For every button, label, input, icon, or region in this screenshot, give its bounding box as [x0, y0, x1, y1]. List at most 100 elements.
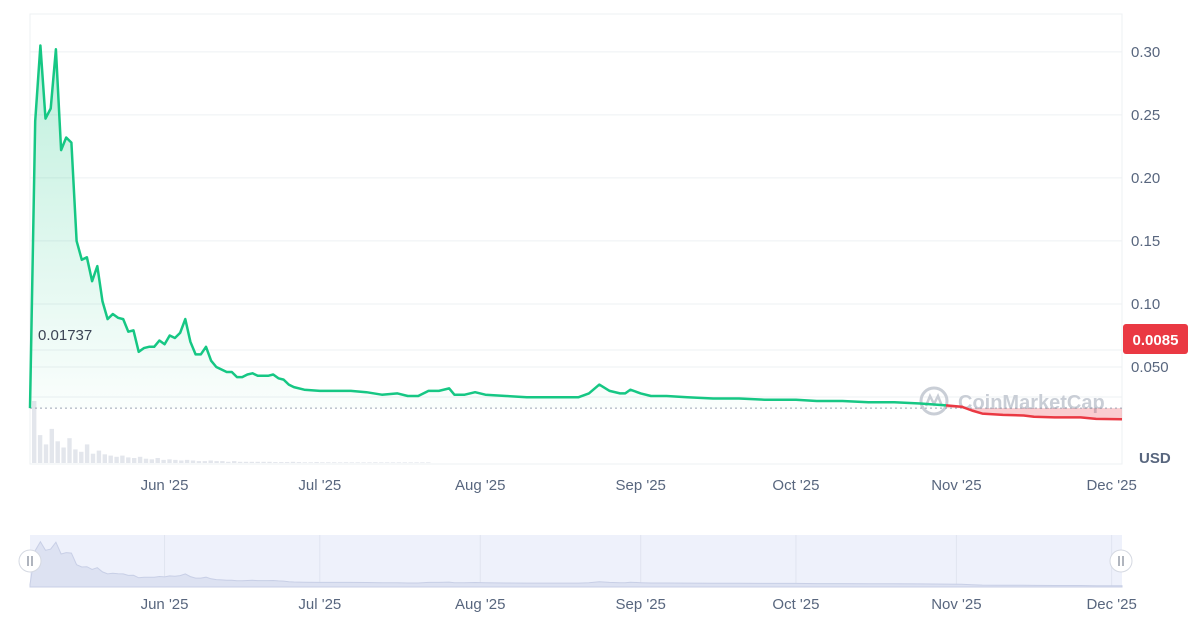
volume-bar	[296, 462, 302, 463]
volume-bar	[143, 458, 149, 463]
volume-bar	[132, 458, 137, 463]
volume-bar	[161, 459, 166, 463]
y-tick-label: 0.20	[1131, 170, 1160, 187]
volume-bar	[67, 438, 72, 463]
volume-bar	[343, 462, 349, 463]
volume-bar	[302, 462, 307, 463]
volume-bar	[373, 462, 378, 463]
price-area-fill	[30, 45, 946, 409]
volume-bar	[426, 462, 431, 463]
x-tick-label: Sep '25	[615, 477, 665, 494]
volume-bar	[190, 460, 196, 463]
navigator-background	[30, 535, 1122, 587]
x-tick-label: Dec '25	[1086, 477, 1136, 494]
volume-bar	[49, 428, 54, 463]
watermark-text: CoinMarketCap	[958, 392, 1105, 414]
navigator-x-tick-label: Dec '25	[1086, 596, 1136, 613]
y-tick-label: 0.30	[1131, 44, 1160, 61]
start-price-label: 0.01737	[38, 327, 92, 344]
volume-bar	[249, 461, 254, 463]
price-area-fill-down	[946, 405, 1122, 420]
range-navigator[interactable]	[18, 535, 1133, 588]
volume-bar	[267, 461, 272, 463]
volume-bar	[179, 460, 184, 463]
y-tick-label: 0.050	[1131, 359, 1169, 376]
navigator-x-tick-label: Jul '25	[298, 596, 341, 613]
volume-bar	[137, 456, 143, 463]
volume-bar	[279, 462, 284, 463]
volume-bar	[220, 461, 225, 463]
volume-bar	[308, 462, 313, 463]
volume-bar	[367, 462, 372, 463]
volume-bar	[90, 453, 96, 463]
coinmarketcap-logo-icon	[919, 386, 949, 416]
x-tick-label: Aug '25	[455, 477, 505, 494]
grid-lines	[30, 51, 1122, 398]
volume-bar	[208, 460, 213, 463]
volume-bar	[237, 461, 243, 463]
navigator-x-tick-label: Sep '25	[615, 596, 665, 613]
navigator-right-handle[interactable]	[1109, 549, 1133, 573]
volume-bar	[184, 459, 190, 463]
navigator-x-tick-label: Oct '25	[772, 596, 819, 613]
x-tick-label: Oct '25	[772, 477, 819, 494]
volume-bar	[255, 461, 260, 463]
navigator-x-tick-label: Aug '25	[455, 596, 505, 613]
volume-bar	[384, 462, 390, 463]
volume-bar	[361, 462, 366, 463]
volume-bar	[314, 462, 319, 463]
volume-bar	[108, 455, 113, 463]
y-tick-label: 0.15	[1131, 233, 1160, 250]
volume-bar	[349, 462, 354, 463]
volume-bar	[243, 461, 249, 463]
y-tick-label: 0.10	[1131, 296, 1160, 313]
volume-bar	[84, 444, 90, 463]
volume-bar	[226, 461, 231, 463]
volume-bar	[396, 462, 402, 463]
y-tick-label: 0.25	[1131, 107, 1160, 124]
navigator-x-tick-label: Nov '25	[931, 596, 981, 613]
volume-bar	[61, 447, 66, 463]
x-tick-label: Nov '25	[931, 477, 981, 494]
volume-bar	[55, 441, 60, 463]
volume-bar	[261, 461, 266, 463]
volume-bar	[420, 462, 425, 463]
volume-bar	[167, 459, 172, 463]
volume-bar	[284, 462, 290, 463]
volume-bar	[196, 461, 202, 463]
volume-bar	[202, 461, 207, 463]
volume-bar	[79, 451, 84, 463]
y-axis: 0.30 0.25 0.20 0.15 0.10 0.050	[1131, 44, 1169, 376]
volume-bar	[126, 457, 131, 463]
volume-bar	[32, 401, 37, 463]
currency-label: USD	[1139, 450, 1171, 467]
volume-bar	[102, 454, 107, 463]
volume-bar	[149, 459, 154, 463]
navigator-left-handle[interactable]	[18, 549, 42, 573]
volume-bar	[155, 458, 160, 463]
navigator-x-axis: Jun '25 Jul '25 Aug '25 Sep '25 Oct '25 Nov '…	[141, 596, 1137, 613]
volume-bar	[326, 462, 331, 463]
volume-bar	[114, 456, 119, 463]
x-axis: Jun '25 Jul '25 Aug '25 Sep '25 Oct '25 Nov '…	[141, 477, 1137, 494]
volume-bar	[414, 462, 419, 463]
volume-bar	[290, 461, 296, 463]
volume-bar	[37, 435, 43, 463]
volume-bar	[379, 462, 384, 463]
volume-bar	[408, 462, 413, 463]
volume-bar	[43, 444, 49, 463]
current-price-badge: 0.0085	[1123, 324, 1188, 354]
navigator-area	[29, 540, 1123, 588]
volume-bar	[337, 462, 343, 463]
volume-bar	[173, 459, 178, 463]
volume-bar	[120, 455, 125, 463]
x-tick-label: Jul '25	[298, 477, 341, 494]
current-price-label: 0.0085	[1133, 332, 1179, 349]
navigator-x-tick-label: Jun '25	[141, 596, 189, 613]
volume-bar	[320, 462, 325, 463]
x-tick-label: Jun '25	[141, 477, 189, 494]
volume-bar	[355, 462, 360, 463]
price-line-up	[28, 44, 947, 409]
price-line-down	[945, 404, 1123, 421]
